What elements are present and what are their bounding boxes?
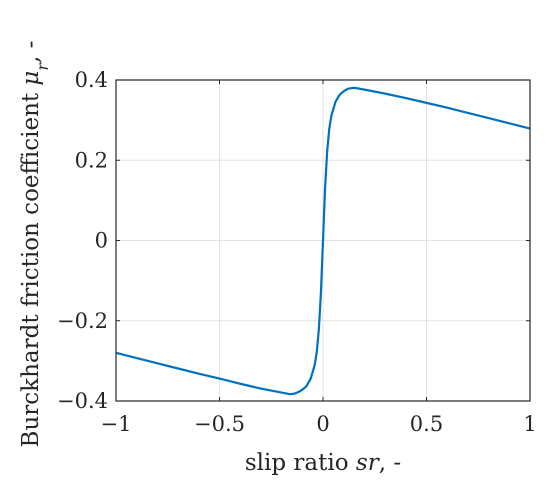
y-tick-label: −0.4 (57, 389, 108, 413)
x-tick-label: 0.5 (410, 412, 443, 436)
ticks: −1 −0.5 0 0.5 1 −0.4 −0.2 0 0.2 0.4 (57, 68, 537, 436)
x-tick-label: −0.5 (194, 412, 245, 436)
series-line (115, 86, 531, 396)
y-tick-label: 0.2 (75, 148, 108, 172)
x-axis-label: slip ratio sr, - (245, 450, 401, 476)
x-tick-label: 0 (316, 412, 329, 436)
x-tick-label: −1 (101, 412, 132, 436)
x-tick-label: 1 (523, 412, 536, 436)
series-layer (115, 86, 531, 396)
y-tick-label: 0 (95, 229, 108, 253)
y-tick-label: 0.4 (75, 68, 108, 92)
y-tick-label: −0.2 (57, 309, 108, 333)
y-axis-label: Burckhardt friction coefficient μr, - (18, 41, 52, 448)
